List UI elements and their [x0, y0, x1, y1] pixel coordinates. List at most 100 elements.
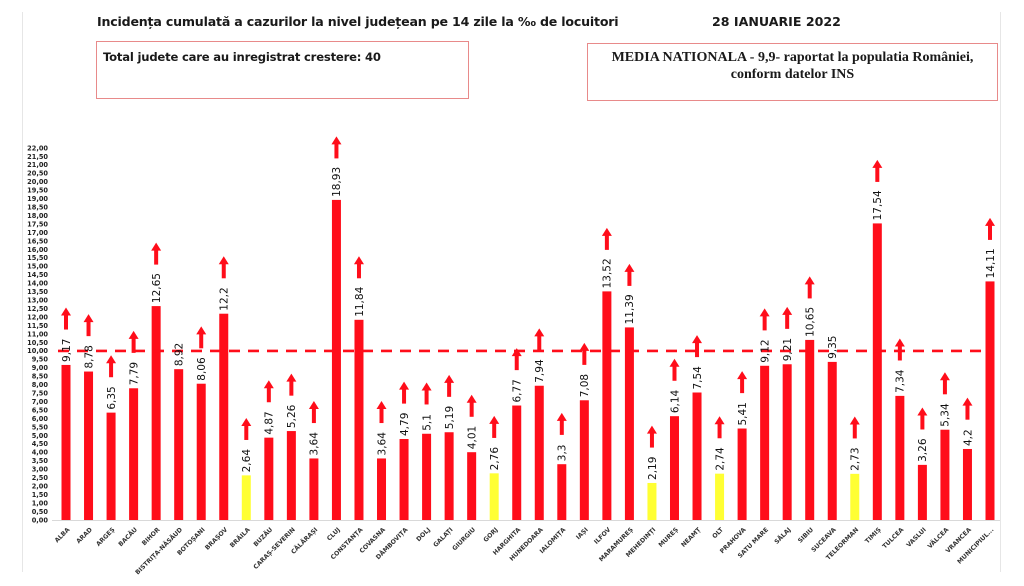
x-axis-labels: ALBA ARAD ARGEȘ BACĂU BIHORBISTRIȚA-NĂSĂUDBO… [54, 525, 996, 577]
trend-up-arrow-icon [962, 397, 973, 420]
value-label: 2,76 [489, 447, 501, 471]
bar-3 [129, 388, 139, 520]
chart-date: 28 IANUARIE 2022 [712, 14, 841, 29]
trend-up-arrow-icon [737, 371, 748, 394]
trend-up-arrow-icon [601, 227, 612, 250]
value-label: 2,73 [850, 447, 862, 470]
bar-5 [174, 369, 184, 520]
bar-8 [241, 475, 251, 520]
trend-arrows [61, 136, 995, 448]
y-tick-label: 1,00 [32, 499, 49, 507]
value-label: 7,34 [895, 369, 907, 393]
y-tick-label: 2,50 [32, 474, 49, 482]
x-tick-label: GIURGIU [451, 526, 477, 552]
value-label: 7,94 [534, 359, 546, 383]
value-label: 4,79 [399, 413, 411, 436]
y-tick-label: 9,50 [32, 356, 49, 364]
trend-up-arrow-icon [917, 407, 928, 430]
counties-increase-text: Total judete care au inregistrat crester… [103, 50, 381, 64]
value-label: 7,79 [128, 362, 140, 385]
value-label: 4,2 [962, 429, 974, 446]
bar-30 [737, 428, 747, 520]
y-tick-label: 20,50 [27, 170, 48, 178]
trend-up-arrow-icon [782, 306, 793, 329]
bar-22 [557, 464, 567, 520]
x-tick-label: TIMIȘ [864, 526, 883, 545]
bar-37 [895, 395, 905, 520]
trend-up-arrow-icon [759, 308, 770, 331]
trend-up-arrow-icon [714, 416, 725, 439]
trend-up-arrow-icon [466, 394, 477, 417]
x-tick-label: CARAȘ-SEVERIN [252, 526, 296, 570]
value-label: 17,54 [872, 190, 884, 220]
y-tick-label: 7,50 [32, 389, 49, 397]
value-label: 2,19 [647, 457, 659, 480]
bar-10 [286, 431, 296, 520]
value-label: 14,11 [985, 248, 997, 278]
value-label: 6,77 [512, 379, 524, 402]
y-tick-label: 8,50 [32, 373, 49, 381]
x-tick-label: ILFOV [593, 526, 612, 545]
trend-up-arrow-icon [669, 358, 680, 381]
value-label: 8,06 [196, 357, 208, 381]
value-label: 11,84 [354, 286, 366, 316]
frame-left-border [22, 12, 23, 572]
value-label: 18,93 [331, 167, 343, 197]
value-label: 3,64 [309, 432, 321, 456]
bar-0 [61, 364, 71, 520]
bar-34 [827, 361, 837, 520]
bar-6 [196, 383, 206, 520]
trend-up-arrow-icon [511, 348, 522, 371]
y-tick-label: 6,50 [32, 406, 49, 414]
y-tick-label: 13,50 [27, 288, 48, 296]
x-tick-label: OLT [711, 526, 725, 540]
value-label: 5,34 [940, 403, 952, 427]
value-label: 8,92 [173, 343, 185, 366]
trend-up-arrow-icon [489, 415, 500, 438]
value-label: 12,2 [219, 287, 231, 310]
y-tick-label: 17,00 [27, 229, 48, 237]
x-tick-label: ARGEȘ [95, 526, 116, 547]
trend-up-arrow-icon [804, 276, 815, 299]
value-label: 5,19 [444, 406, 456, 429]
trend-up-arrow-icon [872, 159, 883, 182]
y-tick-label: 3,00 [32, 466, 49, 474]
y-tick-label: 21,50 [27, 153, 48, 161]
bar-23 [579, 400, 589, 520]
x-tick-label: BIHOR [141, 526, 162, 547]
bar-31 [760, 365, 770, 520]
bar-9 [264, 437, 274, 520]
bar-35 [850, 473, 860, 520]
bar-24 [602, 291, 612, 520]
trend-up-arrow-icon [421, 382, 432, 405]
trend-up-arrow-icon [308, 401, 319, 424]
x-tick-label: IAȘI [575, 526, 590, 541]
x-tick-label: MUREȘ [658, 526, 680, 548]
y-tick-label: 22,00 [27, 144, 48, 152]
x-tick-label: BRĂILA [227, 525, 251, 549]
bar-25 [624, 327, 634, 520]
bar-39 [940, 429, 950, 520]
frame-right-border [1000, 12, 1001, 572]
bar-20 [512, 405, 522, 520]
value-label: 5,1 [421, 414, 433, 431]
value-label: 13,52 [602, 258, 614, 288]
y-tick-label: 16,00 [27, 246, 48, 254]
bar-4 [151, 306, 161, 520]
trend-up-arrow-icon [556, 412, 567, 435]
value-label: 7,08 [579, 374, 591, 397]
trend-up-arrow-icon [444, 374, 455, 397]
counties-increase-box: Total judete care au inregistrat crester… [96, 41, 469, 99]
bar-16 [422, 433, 432, 520]
y-tick-label: 18,00 [27, 212, 48, 220]
y-tick-label: 16,50 [27, 237, 48, 245]
bar-21 [534, 385, 544, 520]
value-label: 2,64 [241, 449, 253, 473]
bar-36 [872, 223, 882, 520]
value-label: 4,01 [466, 426, 478, 449]
bar-18 [467, 452, 477, 520]
y-tick-label: 4,00 [32, 449, 49, 457]
value-label: 3,26 [917, 438, 929, 462]
trend-up-arrow-icon [151, 242, 162, 265]
y-tick-label: 13,00 [27, 296, 48, 304]
